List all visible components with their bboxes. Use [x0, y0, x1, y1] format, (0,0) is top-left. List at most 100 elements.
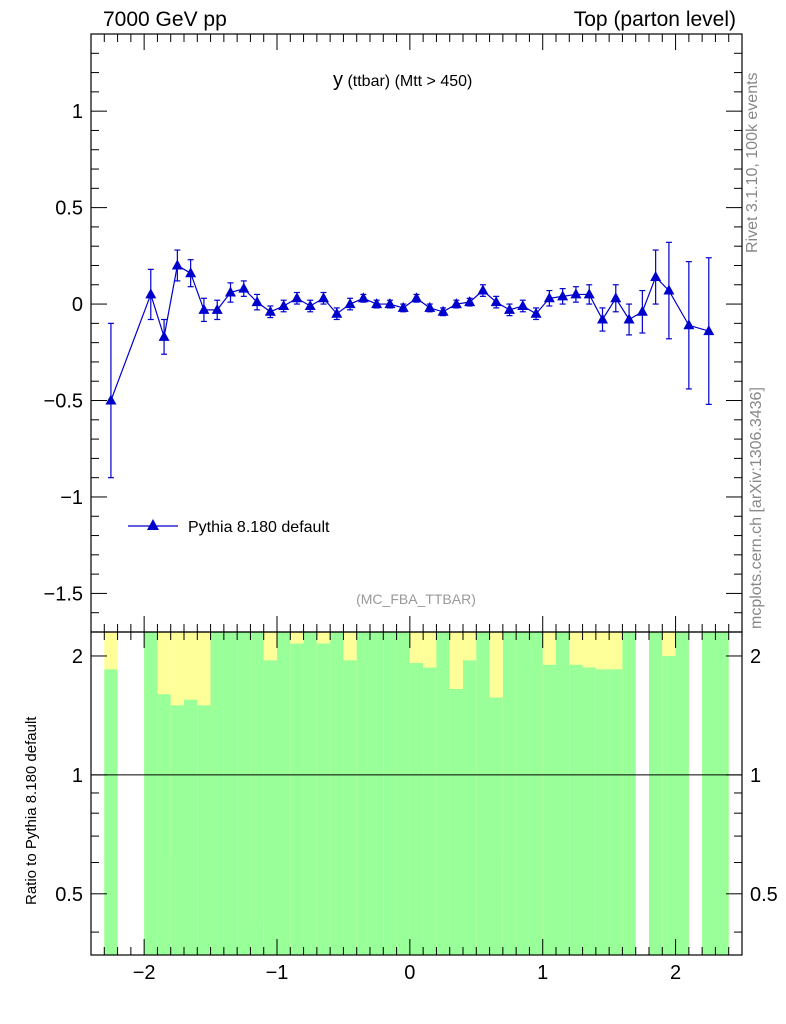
ratio-tick-label-left: 1: [72, 765, 83, 787]
data-point: [105, 394, 117, 405]
data-point: [357, 292, 369, 303]
data-point: [663, 284, 675, 295]
header-left: 7000 GeV pp: [103, 8, 227, 31]
ratio-green-band: [556, 632, 570, 955]
ratio-green-band: [223, 632, 238, 955]
ratio-green-band: [702, 632, 716, 955]
ratio-band-layer: [104, 632, 729, 955]
data-point: [490, 296, 502, 307]
data-point: [225, 286, 236, 297]
ratio-ylabel: Ratio to Pythia 8.180 default: [23, 716, 40, 905]
ratio-green-band: [715, 632, 729, 955]
ratio-green-band: [157, 694, 171, 955]
x-tick-label: −2: [133, 962, 156, 984]
data-point: [610, 292, 622, 303]
ratio-green-band: [582, 667, 596, 955]
data-point: [636, 305, 648, 316]
series-layer: [105, 241, 715, 479]
data-point: [304, 299, 316, 310]
data-point: [517, 299, 529, 310]
rivet-label: Rivet 3.1.10, 100k events: [744, 72, 761, 253]
ratio-green-band: [277, 632, 291, 955]
data-point: [331, 307, 343, 318]
y-tick-label: −0.5: [44, 391, 83, 413]
ratio-green-band: [609, 669, 623, 955]
data-point: [557, 290, 569, 301]
ratio-green-band: [104, 669, 118, 955]
series-line: [110, 264, 709, 401]
ratio-green-band: [383, 632, 397, 955]
ratio-green-band: [622, 632, 636, 955]
ratio-green-band: [144, 632, 158, 955]
plot-title: y (ttbar) (Mtt > 450): [333, 69, 472, 91]
title-main: y: [333, 69, 343, 91]
data-point: [344, 298, 356, 309]
x-tick-label: 0: [404, 962, 415, 984]
y-tick-label: 1: [72, 101, 83, 123]
ratio-green-band: [516, 632, 530, 955]
ratio-tick-label-left: 0.5: [55, 884, 83, 906]
ratio-green-band: [463, 660, 477, 955]
data-point: [371, 298, 383, 309]
data-point: [145, 288, 157, 299]
ratio-green-band: [250, 632, 264, 955]
ratio-green-band: [343, 660, 357, 955]
y-tick-label: 0.5: [55, 198, 83, 220]
ratio-green-band: [662, 655, 676, 955]
ratio-green-band: [396, 632, 410, 955]
y-tick-label: −1: [60, 487, 83, 509]
x-tick-label: 2: [670, 962, 681, 984]
data-point: [411, 292, 422, 303]
data-point: [158, 330, 170, 341]
ratio-green-band: [595, 669, 610, 955]
data-point: [504, 303, 515, 314]
data-point: [397, 301, 409, 312]
data-point: [570, 288, 582, 299]
x-tick-label: −1: [266, 962, 289, 984]
ratio-green-band: [489, 697, 503, 955]
ratio-green-band: [409, 662, 424, 955]
ratio-green-band: [502, 632, 517, 955]
ratio-green-band: [184, 699, 198, 955]
data-point: [703, 325, 715, 336]
ratio-green-band: [316, 643, 331, 955]
ratio-tick-label-left: 2: [72, 646, 83, 668]
ratio-green-band: [649, 632, 663, 955]
legend: Pythia 8.180 default: [128, 519, 330, 536]
ratio-tick-label-right: 2: [750, 646, 761, 668]
ratio-green-band: [423, 667, 437, 955]
y-tick-label: 0: [72, 294, 83, 316]
ratio-green-band: [436, 632, 450, 955]
ratio-green-band: [210, 632, 224, 955]
data-point: [318, 292, 329, 303]
ratio-green-band: [370, 632, 384, 955]
data-point: [171, 259, 183, 270]
data-point: [464, 296, 476, 307]
data-point: [623, 313, 635, 324]
ratio-green-band: [197, 705, 211, 955]
title-sub: (ttbar) (Mtt > 450): [343, 73, 472, 90]
ratio-green-band: [290, 643, 304, 955]
ratio-green-band: [542, 664, 556, 955]
ratio-green-band: [263, 660, 277, 955]
x-tick-label: 1: [537, 962, 548, 984]
ratio-green-band: [237, 632, 251, 955]
data-point: [424, 301, 436, 312]
ratio-tick-label-right: 0.5: [750, 884, 778, 906]
data-point: [543, 292, 555, 303]
axes-layer: −1.5 −1 −0.5 0 0.5 1 −2 −1 0 1 2 0.5 0.5 1 1 2 2: [44, 33, 778, 984]
data-point: [251, 296, 263, 307]
data-point: [583, 288, 595, 299]
data-point: [530, 307, 542, 318]
data-point: [450, 298, 462, 309]
ratio-green-band: [449, 688, 463, 955]
ratio-green-band: [529, 632, 543, 955]
data-point: [185, 267, 197, 278]
data-point: [264, 305, 276, 316]
ratio-tick-label-right: 1: [750, 765, 761, 787]
y-tick-label: −1.5: [44, 583, 83, 605]
data-point: [437, 305, 449, 316]
data-point: [650, 271, 662, 282]
legend-marker: [147, 519, 159, 530]
